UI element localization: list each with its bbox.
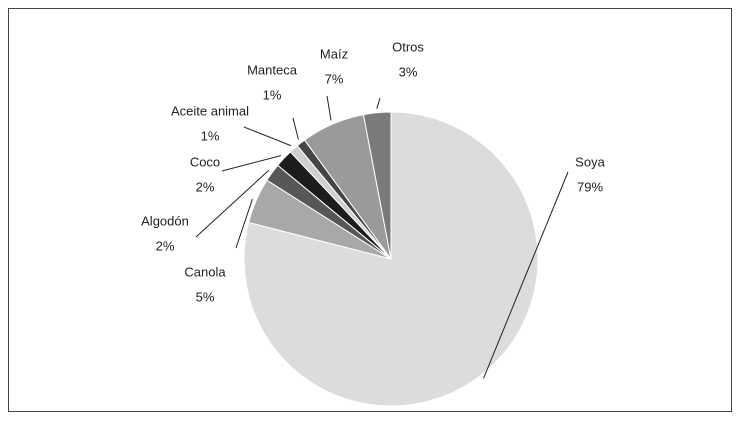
- leader-line: [235, 198, 253, 249]
- leader-line: [243, 126, 292, 147]
- frame: [8, 8, 732, 412]
- slice-value: 5%: [196, 289, 215, 304]
- slice-value: 7%: [325, 71, 344, 86]
- slice-value: 3%: [399, 64, 418, 79]
- slice-label: Otros: [392, 39, 424, 54]
- slice-value: 1%: [201, 128, 220, 143]
- leader-line: [292, 117, 299, 140]
- slice-label: Algodón: [141, 213, 189, 228]
- slice-value: 2%: [156, 238, 175, 253]
- leader-line: [326, 95, 332, 121]
- leader-line: [195, 169, 270, 238]
- slice-value: 1%: [263, 87, 282, 102]
- slice-label: Maíz: [320, 46, 348, 61]
- leader-line: [376, 97, 381, 109]
- slice-label: Aceite animal: [171, 103, 249, 118]
- slice-label: Manteca: [247, 62, 298, 77]
- pie-slice: [362, 111, 392, 260]
- leader-line: [483, 171, 569, 379]
- slice-value: 2%: [196, 179, 215, 194]
- slice-value: 79%: [577, 179, 603, 194]
- leader-line: [221, 155, 282, 172]
- slice-label: Canola: [184, 264, 226, 279]
- slice-label: Soya: [575, 154, 605, 169]
- slice-label: Coco: [190, 154, 220, 169]
